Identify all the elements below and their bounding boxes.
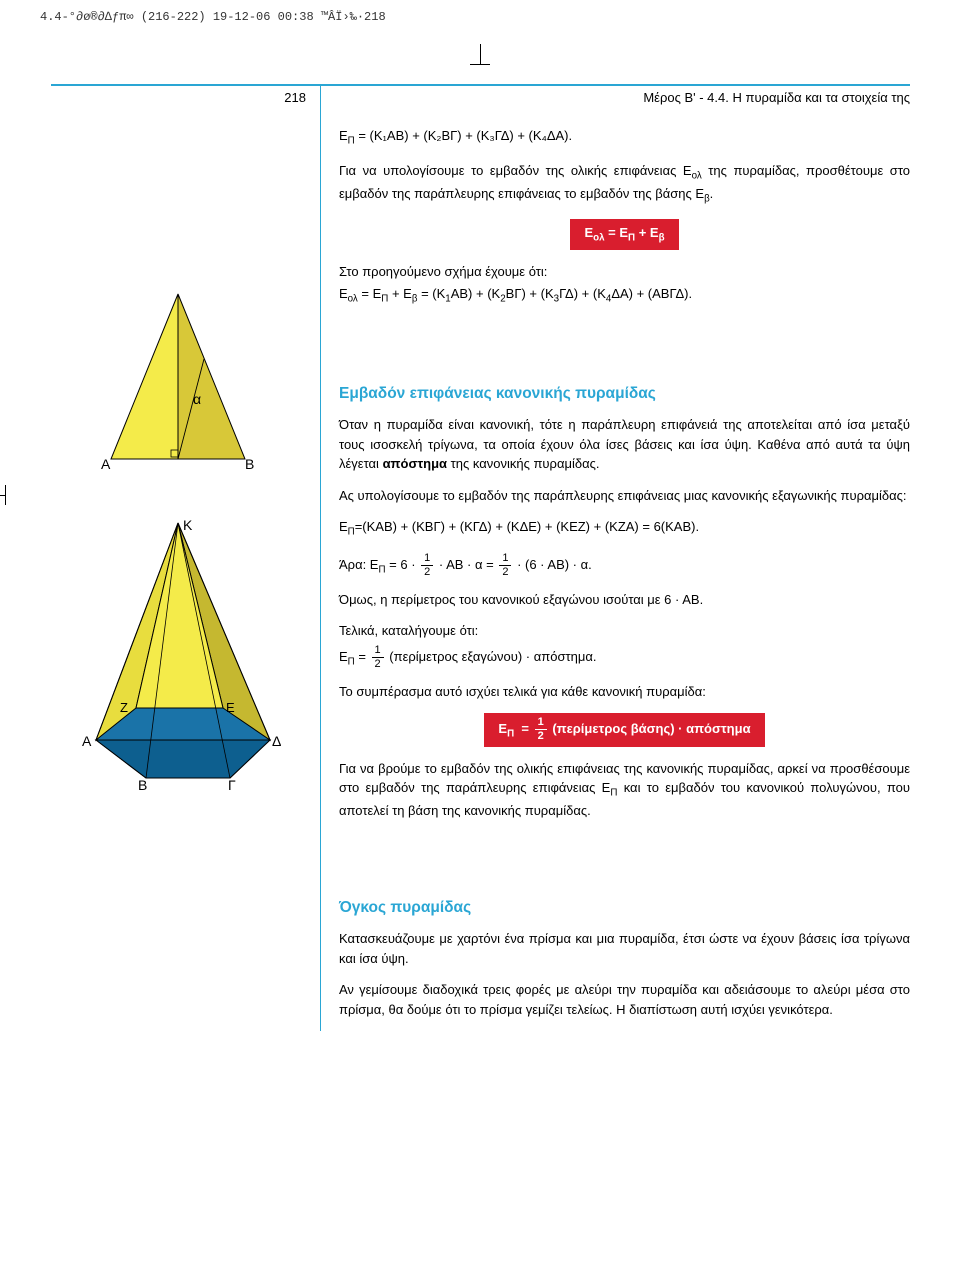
- heading-volume: Όγκος πυραμίδας: [339, 896, 910, 919]
- svg-text:Ε: Ε: [226, 700, 235, 715]
- page-content: α Α Β Κ: [0, 84, 960, 1071]
- s2-p2: Αν γεμίσουμε διαδοχικά τρεις φορές με αλ…: [339, 980, 910, 1019]
- formula-box-1: Eολ = ΕΠ + Εβ: [339, 219, 910, 250]
- s2-p1: Κατασκευάζουμε με χαρτόνι ένα πρίσμα και…: [339, 929, 910, 968]
- chapter-title: Mέρος B' - 4.4. Η πυραμίδα και τα στοιχε…: [321, 88, 910, 108]
- svg-text:Β: Β: [245, 456, 254, 472]
- s1-p5: Το συμπέρασμα αυτό ισχύει τελικά για κάθ…: [339, 682, 910, 702]
- s1-eq3: ΕΠ = 12 (περίμετρος εξαγώνου) · απόστημα…: [339, 645, 910, 670]
- page-number: 218: [51, 88, 321, 108]
- main-column: 218 Mέρος B' - 4.4. Η πυραμίδα και τα στ…: [320, 84, 910, 1031]
- svg-text:α: α: [193, 391, 201, 407]
- s1-p3: Όμως, η περίμετρος του κανονικού εξαγώνο…: [339, 590, 910, 610]
- crop-mark-top: [0, 44, 960, 84]
- s1-p6: Για να βρούμε το εμβαδόν της ολικής επιφ…: [339, 759, 910, 821]
- equation-1: EΠ = (Κ₁ΑΒ) + (Κ₂ΒΓ) + (Κ₃ΓΔ) + (Κ₄ΔΑ).: [339, 126, 910, 149]
- intro-p2b: Eολ = ΕΠ + Εβ = (Κ1ΑΒ) + (Κ2ΒΓ) + (Κ3ΓΔ)…: [339, 284, 910, 307]
- svg-text:Β: Β: [138, 777, 147, 793]
- s1-p4: Τελικά, καταλήγουμε ότι:: [339, 621, 910, 641]
- s1-p1: Όταν η πυραμίδα είναι κανονική, τότε η π…: [339, 415, 910, 474]
- svg-text:Α: Α: [101, 456, 111, 472]
- svg-text:Κ: Κ: [183, 517, 193, 533]
- margin-column: α Α Β Κ: [50, 84, 320, 1031]
- svg-text:Α: Α: [82, 733, 92, 749]
- formula-box-2: ΕΠ = 12 (περίμετρος βάσης) · απόστημα: [339, 713, 910, 746]
- page-header: 218 Mέρος B' - 4.4. Η πυραμίδα και τα στ…: [51, 84, 910, 108]
- s1-p2: Ας υπολογίσουμε το εμβαδόν της παράπλευρ…: [339, 486, 910, 506]
- hex-pyramid-figure: Κ Ζ Ε Α Δ Β Γ: [50, 508, 305, 799]
- heading-surface-area: Εμβαδόν επιφάνειας κανονικής πυραμίδας: [339, 382, 910, 405]
- svg-text:Γ: Γ: [228, 777, 236, 793]
- intro-p2a: Στο προηγούμενο σχήμα έχουμε ότι:: [339, 262, 910, 282]
- svg-text:Δ: Δ: [272, 733, 281, 749]
- intro-p1: Για να υπολογίσουμε το εμβαδόν της ολική…: [339, 161, 910, 207]
- svg-text:Ζ: Ζ: [120, 700, 128, 715]
- s1-eq2: ΕΠ=(ΚΑΒ) + (ΚΒΓ) + (ΚΓΔ) + (ΚΔΕ) + (ΚΕΖ)…: [339, 517, 910, 540]
- scan-header: 4.4-°∂ø®∂∆ƒπ∞ (216-222) 19-12-06 00:38 ™…: [0, 0, 960, 34]
- s1-ara: Άρα: ΕΠ = 6 · 12 · ΑΒ · α = 12 · (6 · ΑΒ…: [339, 553, 910, 578]
- triangle-figure: α Α Β: [50, 289, 305, 480]
